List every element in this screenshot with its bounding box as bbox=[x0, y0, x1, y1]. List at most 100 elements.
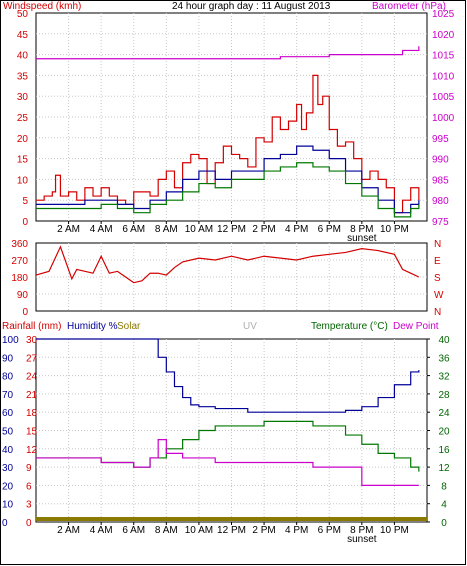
humidity-ytick-label: 50 bbox=[2, 427, 14, 438]
rainfall-bar bbox=[36, 517, 427, 521]
direction-ytick-label: 270 bbox=[11, 256, 28, 267]
wind-xtick-label: 10 AM bbox=[185, 224, 213, 235]
baro-ytick-label: 1020 bbox=[432, 30, 455, 41]
hum-xtick-label: 10 PM bbox=[380, 525, 409, 536]
hum-xtick-label: 8 PM bbox=[350, 525, 373, 536]
humidity-series-line-0 bbox=[36, 338, 420, 413]
barometer-axis-label: Barometer (hPa) bbox=[372, 1, 446, 12]
rain-ytick-label: 21 bbox=[26, 390, 38, 401]
humidity-axis-label: Humidity % bbox=[67, 321, 118, 332]
temp-ytick-label: 8 bbox=[441, 481, 447, 492]
hum-xtick-label: 10 AM bbox=[185, 525, 213, 536]
wind-xtick-label: 12 PM bbox=[217, 224, 246, 235]
windspeed-axis-label: Windspeed (kmh) bbox=[3, 1, 81, 12]
hum-xtick-label: 12 PM bbox=[217, 525, 246, 536]
baro-ytick-label: 1010 bbox=[432, 71, 455, 82]
temp-ytick-label: 28 bbox=[438, 390, 450, 401]
humidity-ytick-label: 10 bbox=[2, 500, 14, 511]
direction-ytick-label: 180 bbox=[11, 273, 28, 284]
direction-compass-label: E bbox=[434, 256, 441, 267]
wind-ytick-label: 35 bbox=[17, 71, 29, 82]
wind-series-line-2 bbox=[36, 162, 420, 218]
hum-sunset-label: sunset bbox=[347, 534, 377, 545]
hum-xtick-label: 4 AM bbox=[90, 525, 113, 536]
temp-ytick-label: 12 bbox=[438, 463, 450, 474]
temp-ytick-label: 24 bbox=[438, 408, 450, 419]
wind-ytick-label: 45 bbox=[17, 30, 29, 41]
baro-ytick-label: 1015 bbox=[432, 51, 455, 62]
baro-ytick-label: 995 bbox=[432, 134, 449, 145]
hum-xtick-label: 4 PM bbox=[285, 525, 308, 536]
baro-ytick-label: 1025 bbox=[432, 9, 455, 20]
wind-xtick-label: 4 PM bbox=[285, 224, 308, 235]
baro-ytick-label: 980 bbox=[432, 196, 449, 207]
rain-ytick-label: 12 bbox=[26, 445, 38, 456]
temp-ytick-label: 40 bbox=[438, 335, 450, 346]
hum-xtick-label: 2 AM bbox=[57, 525, 80, 536]
temp-ytick-label: 4 bbox=[441, 500, 447, 511]
rain-ytick-label: 27 bbox=[26, 353, 38, 364]
baro-ytick-label: 975 bbox=[432, 217, 449, 228]
wind-xtick-label: 10 PM bbox=[380, 224, 409, 235]
temperature-axis-label: Temperature (°C) bbox=[311, 321, 388, 332]
wind-ytick-label: 10 bbox=[17, 175, 29, 186]
hum-xtick-label: 6 PM bbox=[318, 525, 341, 536]
wind-ytick-label: 5 bbox=[22, 196, 28, 207]
wind-ytick-label: 40 bbox=[17, 51, 29, 62]
wind-ytick-label: 20 bbox=[17, 134, 29, 145]
baro-ytick-label: 1000 bbox=[432, 113, 455, 124]
wind-ytick-label: 30 bbox=[17, 92, 29, 103]
humidity-ytick-label: 80 bbox=[2, 372, 14, 383]
rain-ytick-label: 6 bbox=[26, 481, 32, 492]
humidity-ytick-label: 30 bbox=[2, 463, 14, 474]
rain-ytick-label: 0 bbox=[26, 518, 32, 529]
wind-ytick-label: 0 bbox=[22, 217, 28, 228]
wind-ytick-label: 50 bbox=[17, 9, 29, 20]
humidity-series-line-1 bbox=[36, 420, 420, 472]
humidity-series-line-2 bbox=[36, 439, 419, 486]
hum-xtick-label: 6 AM bbox=[122, 525, 145, 536]
humidity-ytick-label: 70 bbox=[2, 390, 14, 401]
wind-series-line-1 bbox=[36, 145, 420, 214]
baro-ytick-label: 990 bbox=[432, 155, 449, 166]
humidity-ytick-label: 100 bbox=[2, 335, 19, 346]
wind-xtick-label: 6 PM bbox=[318, 224, 341, 235]
baro-ytick-label: 985 bbox=[432, 175, 449, 186]
direction-series-line-0 bbox=[35, 245, 420, 284]
direction-compass-label: S bbox=[434, 273, 441, 284]
uv-axis-label: UV bbox=[243, 321, 257, 332]
humidity-ytick-label: 0 bbox=[2, 518, 8, 529]
wind-xtick-label: 8 PM bbox=[350, 224, 373, 235]
rain-ytick-label: 30 bbox=[26, 335, 38, 346]
direction-ytick-label: 0 bbox=[22, 307, 28, 318]
wind-sunset-label: sunset bbox=[347, 233, 377, 244]
humidity-ytick-label: 90 bbox=[2, 353, 14, 364]
temp-ytick-label: 20 bbox=[438, 427, 450, 438]
wind-xtick-label: 6 AM bbox=[122, 224, 145, 235]
hum-xtick-label: 2 PM bbox=[252, 525, 275, 536]
rain-ytick-label: 15 bbox=[26, 427, 38, 438]
wind-ytick-label: 25 bbox=[17, 113, 29, 124]
solar-axis-label: Solar bbox=[117, 321, 141, 332]
wind-xtick-label: 2 AM bbox=[57, 224, 80, 235]
direction-compass-label: W bbox=[434, 290, 444, 301]
rain-ytick-label: 3 bbox=[26, 500, 32, 511]
dewpoint-axis-label: Dew Point bbox=[393, 321, 439, 332]
wind-xtick-label: 2 PM bbox=[252, 224, 275, 235]
temp-ytick-label: 32 bbox=[438, 372, 450, 383]
wind-series-line-3 bbox=[36, 46, 420, 60]
temp-ytick-label: 36 bbox=[438, 353, 450, 364]
direction-ytick-label: 360 bbox=[11, 239, 28, 250]
baro-ytick-label: 1005 bbox=[432, 92, 455, 103]
direction-ytick-label: 90 bbox=[17, 290, 29, 301]
temp-ytick-label: 0 bbox=[441, 518, 447, 529]
direction-compass-label: N bbox=[434, 307, 441, 318]
hum-xtick-label: 8 AM bbox=[155, 525, 178, 536]
wind-ytick-label: 15 bbox=[17, 155, 29, 166]
temp-ytick-label: 16 bbox=[438, 445, 450, 456]
humidity-ytick-label: 40 bbox=[2, 445, 14, 456]
wind-xtick-label: 4 AM bbox=[90, 224, 113, 235]
rainfall-axis-label: Rainfall (mm) bbox=[2, 321, 61, 332]
chart-title: 24 hour graph day : 11 August 2013 bbox=[172, 1, 331, 12]
